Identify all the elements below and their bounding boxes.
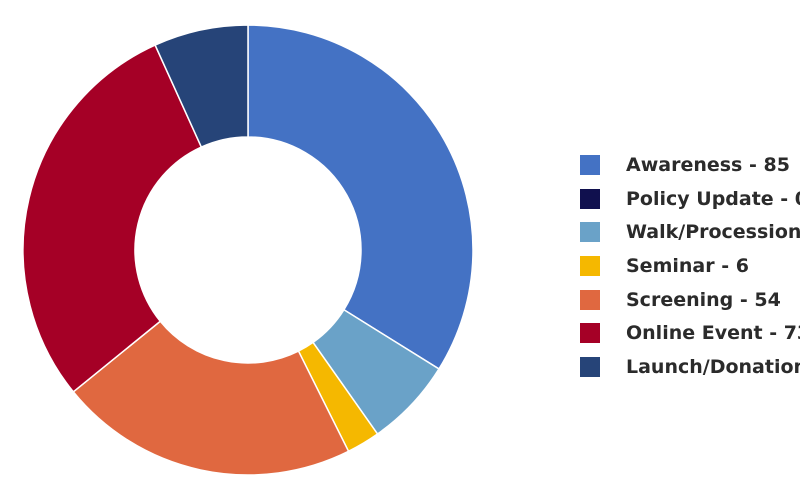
legend-item-awareness: Awareness - 85 (580, 148, 800, 182)
legend-label-seminar: Seminar - 6 (626, 254, 749, 277)
legend-swatch-screening (580, 289, 600, 310)
legend-item-launch-donation: Launch/Donation - 17 (580, 350, 800, 384)
legend-label-walk-procession: Walk/Procession - 16 (626, 221, 800, 244)
slice-awareness (247, 24, 474, 370)
legend-swatch-walk-procession (580, 222, 600, 243)
legend-swatch-launch-donation (580, 356, 600, 377)
legend-label-awareness: Awareness - 85 (626, 153, 790, 176)
legend-label-policy-update: Policy Update - 0 (626, 187, 800, 210)
legend-item-screening: Screening - 54 (580, 283, 800, 317)
legend-swatch-policy-update (580, 188, 600, 209)
legend-swatch-online-event (580, 323, 600, 344)
slices-group (22, 24, 474, 476)
slice-online-event (22, 44, 203, 393)
slice-screening (72, 320, 350, 476)
legend-item-online-event: Online Event - 73 (580, 316, 800, 350)
legend-label-launch-donation: Launch/Donation - 17 (626, 355, 800, 378)
legend: Awareness - 85 Policy Update - 0 Walk/Proc… (580, 148, 800, 384)
legend-swatch-seminar (580, 255, 600, 276)
slice-launch-donation (154, 24, 249, 149)
legend-label-screening: Screening - 54 (626, 288, 781, 311)
legend-swatch-awareness (580, 154, 600, 175)
legend-item-seminar: Seminar - 6 (580, 249, 800, 283)
legend-label-online-event: Online Event - 73 (626, 322, 800, 345)
legend-item-policy-update: Policy Update - 0 (580, 182, 800, 216)
legend-item-walk-procession: Walk/Procession - 16 (580, 215, 800, 249)
